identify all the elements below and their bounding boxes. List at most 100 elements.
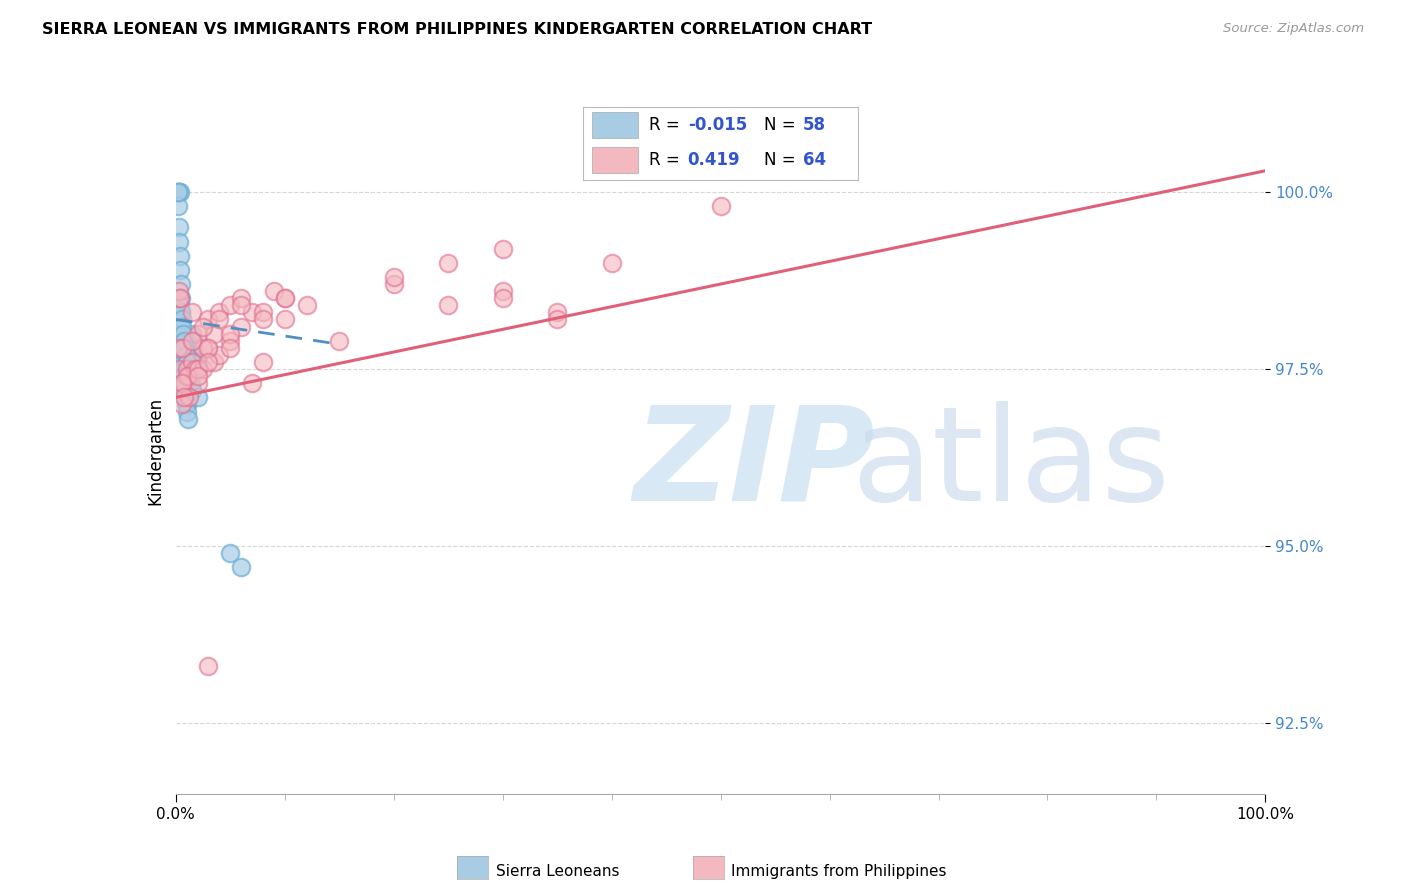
Point <box>167 220 190 235</box>
Point <box>176 355 198 369</box>
Point <box>176 362 198 376</box>
Point <box>172 369 194 384</box>
Point <box>546 305 568 319</box>
Point <box>274 291 297 305</box>
Point <box>181 305 204 319</box>
Point <box>295 298 318 312</box>
Point <box>177 348 200 362</box>
Point <box>252 312 274 326</box>
Point <box>274 312 297 326</box>
Point <box>172 376 194 391</box>
Point <box>173 376 195 391</box>
Point <box>172 341 194 355</box>
Text: R =: R = <box>650 116 685 135</box>
Point <box>186 362 209 376</box>
Point <box>176 397 198 411</box>
Point <box>231 560 253 574</box>
Point <box>172 334 194 348</box>
Text: 58: 58 <box>803 116 825 135</box>
Point <box>219 341 242 355</box>
Point <box>191 341 214 355</box>
Point <box>169 384 191 398</box>
Point <box>173 341 195 355</box>
Text: N =: N = <box>765 116 801 135</box>
Point <box>437 256 460 270</box>
Point <box>710 199 733 213</box>
Point <box>167 185 190 199</box>
Point <box>437 298 460 312</box>
Point <box>167 291 190 305</box>
Point <box>208 312 231 326</box>
Point <box>167 284 190 298</box>
Text: atlas: atlas <box>852 401 1170 528</box>
Point <box>181 384 204 398</box>
Point <box>176 369 198 384</box>
Point <box>181 384 204 398</box>
Point <box>181 355 204 369</box>
Point <box>174 390 197 404</box>
Point <box>172 355 194 369</box>
Point <box>208 305 231 319</box>
Point <box>176 397 198 411</box>
Point <box>169 291 191 305</box>
Point <box>177 362 200 376</box>
Point <box>173 384 195 398</box>
Point <box>177 341 200 355</box>
Point <box>197 312 219 326</box>
Text: N =: N = <box>765 151 801 169</box>
Point <box>170 305 193 319</box>
Point <box>382 277 405 291</box>
Point <box>181 334 204 348</box>
Point <box>167 235 190 249</box>
Point <box>186 376 209 391</box>
Text: Immigrants from Philippines: Immigrants from Philippines <box>731 864 946 879</box>
Point <box>231 298 253 312</box>
Point <box>177 411 200 425</box>
Point <box>252 355 274 369</box>
Point <box>208 348 231 362</box>
Point <box>173 384 195 398</box>
Point <box>167 185 190 199</box>
Point <box>172 341 194 355</box>
Point <box>186 390 209 404</box>
Point <box>186 326 209 341</box>
Point <box>167 341 190 355</box>
Point <box>274 291 297 305</box>
Point <box>184 348 207 362</box>
Point <box>173 334 195 348</box>
Point <box>179 362 201 376</box>
Point <box>219 546 242 560</box>
Point <box>181 334 204 348</box>
Point <box>240 305 263 319</box>
Point <box>167 185 190 199</box>
Point <box>181 326 204 341</box>
Point <box>191 362 214 376</box>
Point <box>202 326 225 341</box>
Point <box>231 319 253 334</box>
Point <box>169 185 191 199</box>
Point <box>169 263 191 277</box>
Point <box>177 355 200 369</box>
Point <box>172 362 194 376</box>
Point <box>186 369 209 384</box>
Point <box>240 376 263 391</box>
Point <box>186 355 209 369</box>
Point <box>263 284 285 298</box>
Point <box>169 249 191 263</box>
Point <box>172 319 194 334</box>
Point <box>170 291 193 305</box>
Point <box>492 284 515 298</box>
Point <box>170 277 193 291</box>
Point <box>167 362 190 376</box>
Point <box>197 659 219 673</box>
Point <box>177 369 200 384</box>
Point <box>231 291 253 305</box>
Point <box>172 348 194 362</box>
Bar <box>592 112 638 138</box>
Point <box>173 376 195 391</box>
Text: 0.419: 0.419 <box>688 151 741 169</box>
Point <box>546 312 568 326</box>
Bar <box>592 146 638 173</box>
Point <box>167 291 190 305</box>
Point <box>174 348 197 362</box>
